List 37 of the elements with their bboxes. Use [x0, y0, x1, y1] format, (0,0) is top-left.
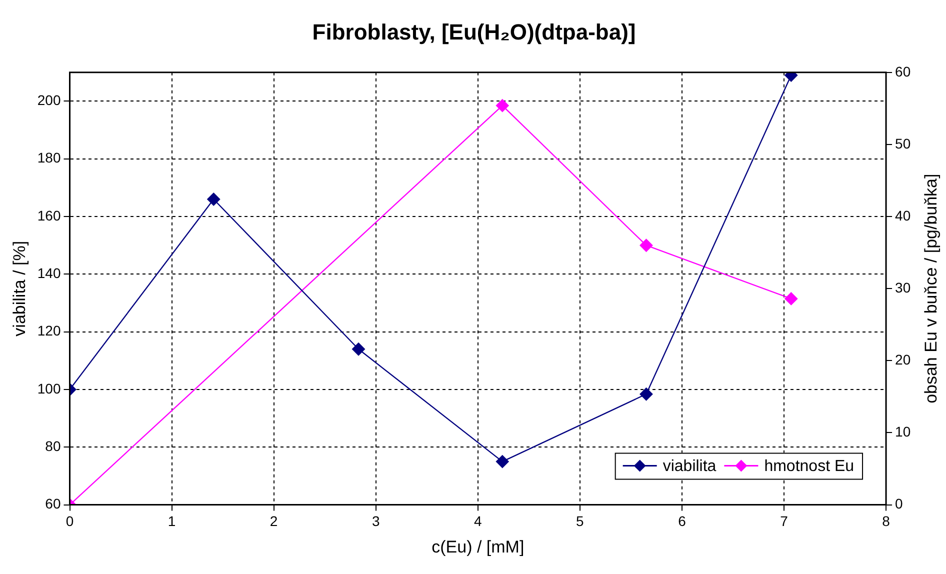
y-tick-label: 100 — [37, 380, 61, 396]
point — [496, 99, 509, 112]
x-tick-label: 8 — [882, 513, 890, 530]
y2-tick-label: 60 — [895, 63, 911, 80]
x-tick-label: 5 — [576, 513, 584, 530]
y-axis-title: viabilita / [%] — [10, 240, 29, 336]
x-tick-label: 7 — [780, 513, 788, 530]
legend-label: hmotnost Eu — [764, 458, 854, 476]
point — [352, 342, 366, 356]
y-tick-label: 200 — [37, 92, 61, 108]
y-tick-label: 140 — [37, 265, 61, 282]
x-tick-label: 2 — [270, 513, 278, 530]
y2-tick-label: 30 — [895, 279, 911, 296]
point — [640, 388, 653, 401]
y2-tick-label: 10 — [895, 424, 911, 440]
point — [784, 292, 798, 306]
x-tick-label: 1 — [168, 513, 176, 530]
y2-axis-title: obsah Eu v buňce / [pg/buňka] — [922, 174, 941, 404]
x-tick-label: 6 — [678, 513, 686, 530]
x-tick-label: 4 — [474, 513, 482, 530]
legend-label: viabilita — [662, 458, 716, 476]
y-tick-label: 180 — [37, 150, 61, 166]
point — [640, 238, 653, 252]
y2-tick-label: 50 — [895, 135, 911, 152]
y-tick-label: 120 — [37, 322, 61, 339]
x-axis-title: c(Eu) / [mM] — [432, 537, 524, 556]
point — [496, 455, 509, 468]
y-tick-label: 60 — [45, 496, 61, 512]
x-tick-label: 3 — [372, 513, 380, 530]
y-tick-label: 160 — [37, 207, 61, 224]
y2-tick-label: 40 — [895, 207, 911, 224]
y-tick-label: 80 — [45, 438, 61, 454]
point — [207, 192, 220, 206]
y2-tick-label: 20 — [895, 352, 911, 368]
chart-title: Fibroblasty, [Eu(H₂O)(dtpa-ba)] — [312, 19, 636, 44]
y2-tick-label: 0 — [895, 496, 904, 512]
x-tick-label: 0 — [66, 513, 74, 530]
